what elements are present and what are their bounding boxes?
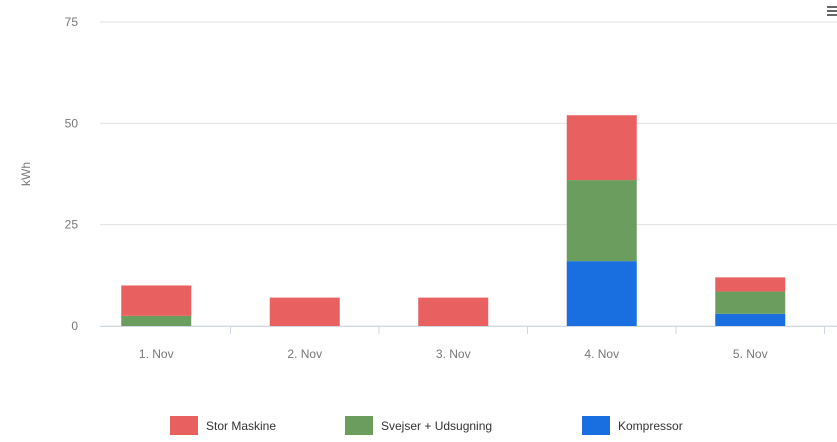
bar-segment [566, 115, 637, 181]
y-axis-title: kWh [19, 162, 33, 186]
x-tick-label: 4. Nov [584, 347, 619, 361]
menu-line [827, 6, 837, 8]
x-tick-label: 1. Nov [139, 347, 174, 361]
bar-segment [566, 180, 637, 262]
hamburger-menu-icon[interactable] [827, 4, 837, 18]
y-tick-label: 0 [71, 319, 78, 333]
legend-label: Kompressor [618, 419, 683, 433]
bars [121, 115, 786, 326]
legend: Stor Maskine Svejser + Udsugning Kompresso… [170, 416, 683, 435]
y-axis-ticks: 0 25 50 75 [65, 15, 79, 333]
bar-segment [566, 261, 637, 326]
legend-swatch [582, 416, 610, 435]
bar-segment [269, 297, 340, 326]
menu-line [827, 10, 837, 12]
legend-label: Svejser + Udsugning [381, 419, 492, 433]
legend-swatch [170, 416, 198, 435]
bar-segment [715, 277, 786, 292]
gridlines [100, 21, 837, 327]
bar-segment [715, 291, 786, 314]
bar-segment [121, 315, 192, 326]
y-tick-label: 25 [65, 218, 79, 232]
legend-label: Stor Maskine [206, 419, 276, 433]
bar-segment [715, 313, 786, 326]
bar-segment [121, 285, 192, 316]
x-axis-ticks: 1. Nov 2. Nov 3. Nov 4. Nov 5. Nov [139, 326, 825, 361]
y-tick-label: 50 [65, 116, 79, 130]
menu-line [827, 14, 837, 16]
bar-segment [418, 297, 489, 326]
x-tick-label: 5. Nov [733, 347, 768, 361]
legend-swatch [345, 416, 373, 435]
y-tick-label: 75 [65, 15, 79, 29]
x-tick-label: 2. Nov [287, 347, 322, 361]
x-tick-label: 3. Nov [436, 347, 471, 361]
